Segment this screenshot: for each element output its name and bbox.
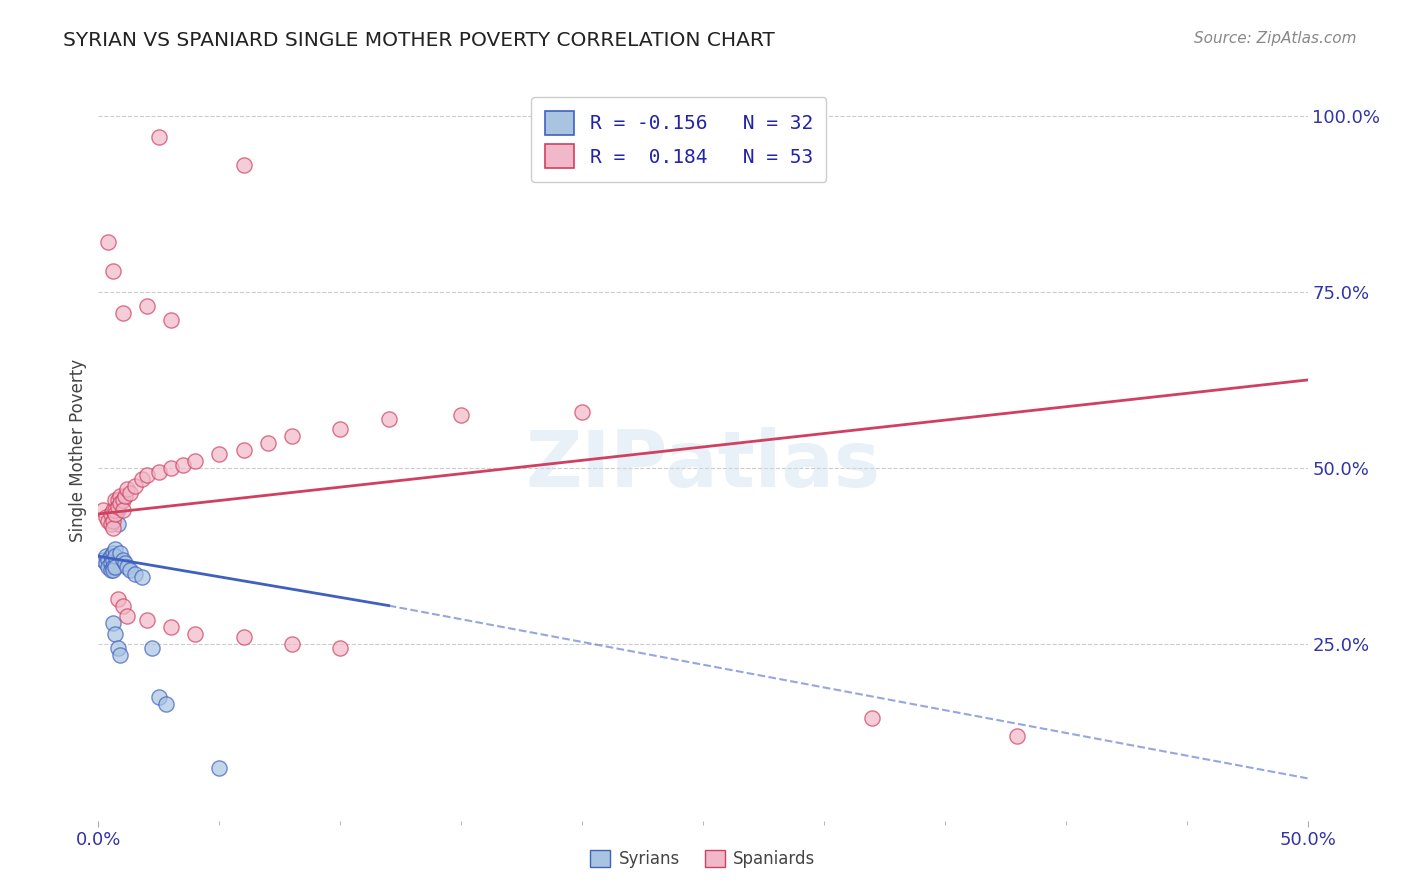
Point [141,640,163,655]
Point [107,640,129,655]
Point [104,542,127,557]
Point [111,492,134,507]
Point [100,507,122,521]
Point [104,492,127,507]
Point [101,263,124,277]
Point [148,690,170,705]
Point [160,461,183,475]
Point [104,627,127,641]
Point [100,517,122,532]
Point [256,436,278,450]
Point [160,313,183,327]
Point [100,549,122,564]
Point [107,500,129,514]
Point [208,447,231,461]
Point [91,503,114,517]
Point [184,627,207,641]
Point [108,648,131,662]
Point [101,559,124,574]
Point [232,443,254,458]
Point [94,556,117,570]
Point [104,549,127,564]
Point [155,698,177,712]
Point [97,553,120,567]
Point [281,637,304,651]
Point [111,503,134,517]
Point [107,503,129,517]
Point [108,496,131,510]
Legend: R = -0.156   N = 32, R =  0.184   N = 53: R = -0.156 N = 32, R = 0.184 N = 53 [531,97,827,182]
Point [232,158,254,172]
Point [108,489,131,503]
Point [329,640,352,655]
Point [97,235,120,250]
Legend: Syrians, Spaniards: Syrians, Spaniards [583,843,823,875]
Point [232,630,254,644]
Point [329,422,352,436]
Point [111,306,134,320]
Point [114,556,136,570]
Point [107,492,129,507]
Point [104,507,127,521]
Point [117,609,139,624]
Point [571,405,593,419]
Point [101,616,124,631]
Point [111,553,134,567]
Text: ZIPatlas: ZIPatlas [526,427,880,503]
Point [91,553,114,567]
Point [377,411,399,425]
Point [111,599,134,613]
Point [117,559,139,574]
Point [94,549,117,564]
Text: SYRIAN VS SPANIARD SINGLE MOTHER POVERTY CORRELATION CHART: SYRIAN VS SPANIARD SINGLE MOTHER POVERTY… [63,31,775,50]
Point [101,553,124,567]
Point [281,429,304,443]
Point [135,299,157,313]
Point [104,559,127,574]
Point [184,454,207,468]
Text: Source: ZipAtlas.com: Source: ZipAtlas.com [1194,31,1357,46]
Point [101,521,124,535]
Point [118,485,141,500]
Point [450,408,472,422]
Point [118,563,141,577]
Point [172,458,194,472]
Point [101,503,124,517]
Point [114,489,136,503]
Point [160,620,183,634]
Point [94,510,117,524]
Point [135,613,157,627]
Point [100,556,122,570]
Point [104,503,127,517]
Point [131,570,153,584]
Point [101,514,124,528]
Point [124,479,146,493]
Point [208,761,231,775]
Point [97,514,120,528]
Point [117,482,139,496]
Point [135,468,157,483]
Point [148,465,170,479]
Point [124,566,146,581]
Point [131,472,153,486]
Point [107,591,129,606]
Point [108,546,131,560]
Point [97,559,120,574]
Point [1007,729,1029,743]
Point [100,563,122,577]
Point [107,517,129,532]
Y-axis label: Single Mother Poverty: Single Mother Poverty [69,359,87,542]
Point [148,129,170,144]
Point [860,711,883,725]
Point [101,546,124,560]
Point [101,563,124,577]
